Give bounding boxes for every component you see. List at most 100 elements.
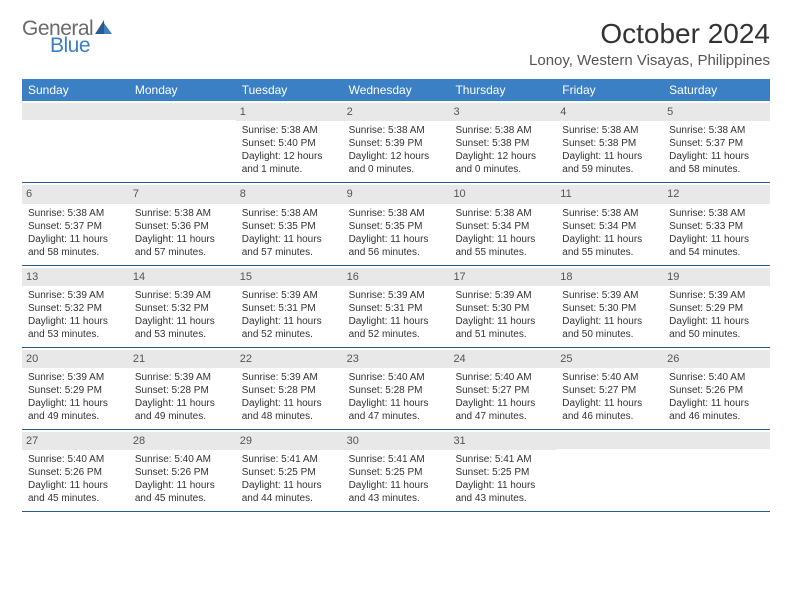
day-details: Sunrise: 5:40 AMSunset: 5:26 PMDaylight:… [667, 370, 766, 423]
day-number: 3 [449, 103, 556, 121]
day-number: 19 [663, 268, 770, 286]
day-number [22, 103, 129, 120]
day-details: Sunrise: 5:39 AMSunset: 5:30 PMDaylight:… [560, 288, 659, 341]
day-details: Sunrise: 5:40 AMSunset: 5:28 PMDaylight:… [347, 370, 446, 423]
day-number: 8 [236, 185, 343, 203]
day-details: Sunrise: 5:40 AMSunset: 5:26 PMDaylight:… [26, 452, 125, 505]
weekday-header: Wednesday [343, 79, 450, 101]
day-cell: 27 Sunrise: 5:40 AMSunset: 5:26 PMDayligh… [22, 430, 129, 511]
day-cell: 17 Sunrise: 5:39 AMSunset: 5:30 PMDayligh… [449, 266, 556, 347]
day-cell: 1Sunrise: 5:38 AMSunset: 5:40 PMDaylight… [236, 101, 343, 182]
day-cell: 14 Sunrise: 5:39 AMSunset: 5:32 PMDayligh… [129, 266, 236, 347]
day-number: 23 [343, 350, 450, 368]
day-cell: 5 Sunrise: 5:38 AMSunset: 5:37 PMDaylight… [663, 101, 770, 182]
day-cell [22, 101, 129, 182]
day-details: Sunrise: 5:38 AMSunset: 5:35 PMDaylight:… [240, 206, 339, 259]
day-number [663, 432, 770, 449]
day-details: Sunrise: 5:38 AMSunset: 5:37 PMDaylight:… [667, 123, 766, 176]
day-cell: 3 Sunrise: 5:38 AMSunset: 5:38 PMDaylight… [449, 101, 556, 182]
day-cell: 16 Sunrise: 5:39 AMSunset: 5:31 PMDayligh… [343, 266, 450, 347]
day-cell [663, 430, 770, 511]
day-details: Sunrise: 5:41 AMSunset: 5:25 PMDaylight:… [240, 452, 339, 505]
day-details: Sunrise: 5:39 AMSunset: 5:28 PMDaylight:… [240, 370, 339, 423]
day-cell: 30 Sunrise: 5:41 AMSunset: 5:25 PMDayligh… [343, 430, 450, 511]
day-cell: 18 Sunrise: 5:39 AMSunset: 5:30 PMDayligh… [556, 266, 663, 347]
day-number: 27 [22, 432, 129, 450]
day-cell: 10Sunrise: 5:38 AMSunset: 5:34 PMDayligh… [449, 183, 556, 264]
weekday-header: Tuesday [236, 79, 343, 101]
day-details: Sunrise: 5:38 AMSunset: 5:38 PMDaylight:… [453, 123, 552, 176]
day-cell: 11 Sunrise: 5:38 AMSunset: 5:34 PMDayligh… [556, 183, 663, 264]
weekday-header-row: SundayMondayTuesdayWednesdayThursdayFrid… [22, 79, 770, 101]
day-cell: 24 Sunrise: 5:40 AMSunset: 5:27 PMDayligh… [449, 348, 556, 429]
day-number: 12 [663, 185, 770, 203]
day-cell: 6Sunrise: 5:38 AMSunset: 5:37 PMDaylight… [22, 183, 129, 264]
week-row: 20 Sunrise: 5:39 AMSunset: 5:29 PMDayligh… [22, 348, 770, 430]
day-cell: 12Sunrise: 5:38 AMSunset: 5:33 PMDayligh… [663, 183, 770, 264]
day-number: 24 [449, 350, 556, 368]
day-number: 15 [236, 268, 343, 286]
weeks-container: 1Sunrise: 5:38 AMSunset: 5:40 PMDaylight… [22, 101, 770, 512]
day-details: Sunrise: 5:41 AMSunset: 5:25 PMDaylight:… [453, 452, 552, 505]
day-cell [129, 101, 236, 182]
day-cell: 28 Sunrise: 5:40 AMSunset: 5:26 PMDayligh… [129, 430, 236, 511]
week-row: 1Sunrise: 5:38 AMSunset: 5:40 PMDaylight… [22, 101, 770, 183]
day-details: Sunrise: 5:38 AMSunset: 5:37 PMDaylight:… [26, 206, 125, 259]
day-details: Sunrise: 5:40 AMSunset: 5:26 PMDaylight:… [133, 452, 232, 505]
day-details: Sunrise: 5:39 AMSunset: 5:29 PMDaylight:… [26, 370, 125, 423]
day-details: Sunrise: 5:38 AMSunset: 5:39 PMDaylight:… [347, 123, 446, 176]
day-cell: 8 Sunrise: 5:38 AMSunset: 5:35 PMDaylight… [236, 183, 343, 264]
day-number: 5 [663, 103, 770, 121]
day-cell: 2Sunrise: 5:38 AMSunset: 5:39 PMDaylight… [343, 101, 450, 182]
month-title: October 2024 [529, 18, 770, 50]
day-number: 26 [663, 350, 770, 368]
day-cell: 15 Sunrise: 5:39 AMSunset: 5:31 PMDayligh… [236, 266, 343, 347]
day-cell: 7Sunrise: 5:38 AMSunset: 5:36 PMDaylight… [129, 183, 236, 264]
title-block: October 2024 Lonoy, Western Visayas, Phi… [529, 18, 770, 69]
day-details: Sunrise: 5:40 AMSunset: 5:27 PMDaylight:… [453, 370, 552, 423]
day-cell: 19 Sunrise: 5:39 AMSunset: 5:29 PMDayligh… [663, 266, 770, 347]
day-number [556, 432, 663, 449]
day-number: 22 [236, 350, 343, 368]
brand-word2: Blue [50, 35, 90, 56]
day-number: 25 [556, 350, 663, 368]
day-details: Sunrise: 5:39 AMSunset: 5:28 PMDaylight:… [133, 370, 232, 423]
day-details: Sunrise: 5:38 AMSunset: 5:34 PMDaylight:… [560, 206, 659, 259]
day-details: Sunrise: 5:39 AMSunset: 5:32 PMDaylight:… [26, 288, 125, 341]
day-number: 14 [129, 268, 236, 286]
day-details: Sunrise: 5:39 AMSunset: 5:31 PMDaylight:… [347, 288, 446, 341]
day-number: 28 [129, 432, 236, 450]
calendar-grid: SundayMondayTuesdayWednesdayThursdayFrid… [22, 79, 770, 512]
day-number: 30 [343, 432, 450, 450]
weekday-header: Monday [129, 79, 236, 101]
day-number: 16 [343, 268, 450, 286]
day-details: Sunrise: 5:39 AMSunset: 5:30 PMDaylight:… [453, 288, 552, 341]
day-details: Sunrise: 5:39 AMSunset: 5:31 PMDaylight:… [240, 288, 339, 341]
day-number: 9 [343, 185, 450, 203]
day-details: Sunrise: 5:39 AMSunset: 5:32 PMDaylight:… [133, 288, 232, 341]
day-details: Sunrise: 5:39 AMSunset: 5:29 PMDaylight:… [667, 288, 766, 341]
day-number: 1 [236, 103, 343, 121]
day-number: 31 [449, 432, 556, 450]
day-number: 20 [22, 350, 129, 368]
day-details: Sunrise: 5:40 AMSunset: 5:27 PMDaylight:… [560, 370, 659, 423]
day-details: Sunrise: 5:41 AMSunset: 5:25 PMDaylight:… [347, 452, 446, 505]
weekday-header: Friday [556, 79, 663, 101]
weekday-header: Saturday [663, 79, 770, 101]
sail-icon [95, 20, 113, 38]
day-details: Sunrise: 5:38 AMSunset: 5:35 PMDaylight:… [347, 206, 446, 259]
day-cell: 9 Sunrise: 5:38 AMSunset: 5:35 PMDaylight… [343, 183, 450, 264]
day-cell: 29Sunrise: 5:41 AMSunset: 5:25 PMDayligh… [236, 430, 343, 511]
day-cell: 26 Sunrise: 5:40 AMSunset: 5:26 PMDayligh… [663, 348, 770, 429]
location-subtitle: Lonoy, Western Visayas, Philippines [529, 52, 770, 69]
day-number: 18 [556, 268, 663, 286]
week-row: 6Sunrise: 5:38 AMSunset: 5:37 PMDaylight… [22, 183, 770, 265]
day-number: 17 [449, 268, 556, 286]
day-number: 13 [22, 268, 129, 286]
day-number: 11 [556, 185, 663, 203]
day-cell: 22 Sunrise: 5:39 AMSunset: 5:28 PMDayligh… [236, 348, 343, 429]
page-header: General Blue October 2024 Lonoy, Western… [22, 18, 770, 69]
day-details: Sunrise: 5:38 AMSunset: 5:34 PMDaylight:… [453, 206, 552, 259]
day-number: 21 [129, 350, 236, 368]
weekday-header: Sunday [22, 79, 129, 101]
